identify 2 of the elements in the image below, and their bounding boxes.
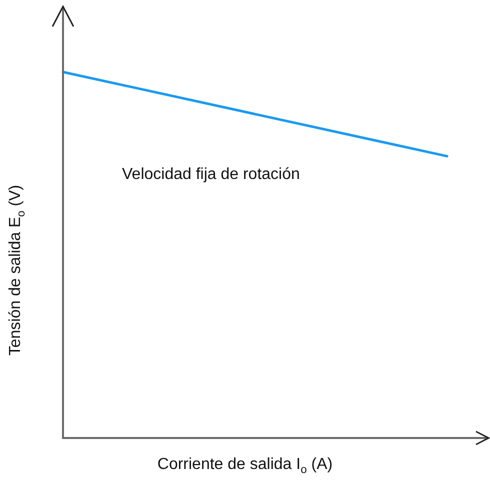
annotation: Velocidad fija de rotación (122, 166, 300, 184)
x-axis-title: Corriente de salida I$_{o}$ (A) (156, 456, 334, 476)
